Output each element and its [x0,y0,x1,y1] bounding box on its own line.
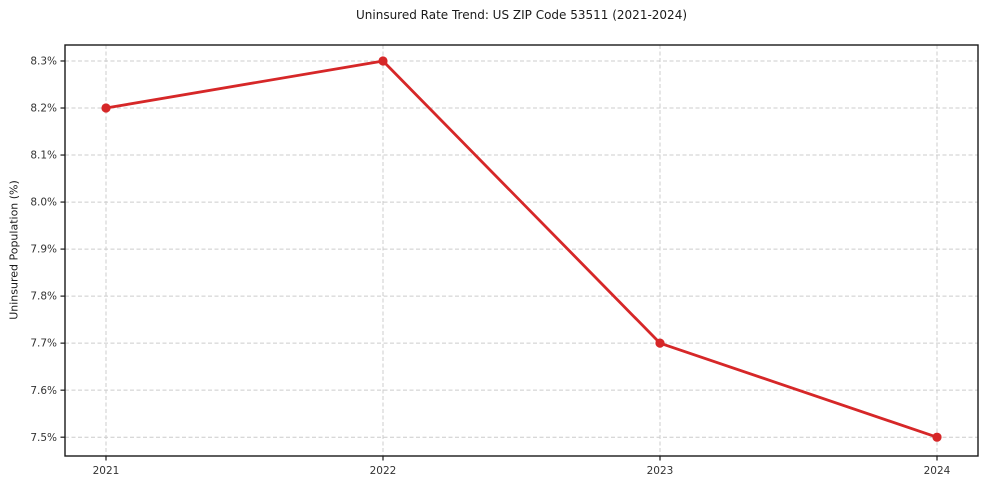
y-tick-label: 8.1% [30,150,57,162]
y-tick-label: 8.3% [30,56,57,68]
y-tick-label: 7.8% [30,291,57,303]
y-tick-label: 7.5% [30,432,57,444]
y-tick-label: 7.6% [30,385,57,397]
plot-frame [64,44,979,457]
series-line [104,59,939,439]
data-point-marker [101,103,111,113]
x-tick-label: 2022 [370,465,397,477]
x-tick-label: 2021 [93,465,120,477]
y-tick-label: 7.7% [30,338,57,350]
y-tick-label: 7.9% [30,244,57,256]
y-tick-label: 8.0% [30,197,57,209]
data-point-marker [378,56,388,66]
y-tick-label: 8.2% [30,103,57,115]
data-point-marker [655,338,665,348]
data-point-marker [932,432,942,442]
x-tick-label: 2023 [647,465,674,477]
chart-title: Uninsured Rate Trend: US ZIP Code 53511 … [355,8,688,22]
x-tick-label: 2024 [924,465,951,477]
